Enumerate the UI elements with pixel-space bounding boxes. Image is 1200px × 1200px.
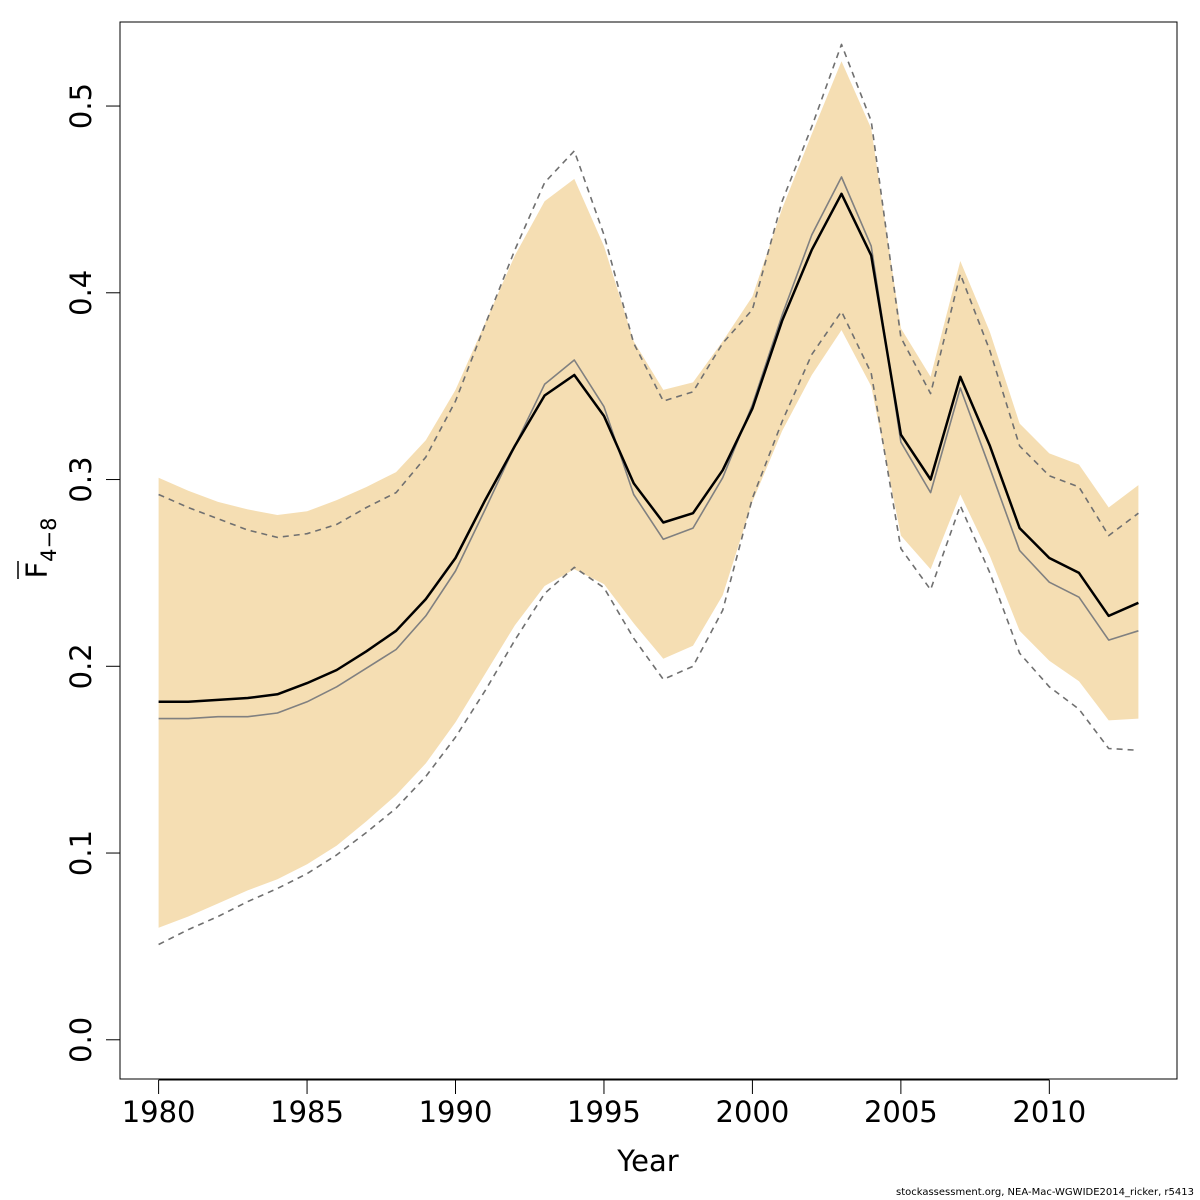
x-tick-label: 1995 — [567, 1095, 641, 1129]
y-tick-label: 0.1 — [64, 830, 98, 876]
y-axis: 0.0 0.1 0.2 0.3 0.4 0.5 — [64, 83, 121, 1063]
series-alt-estimate-line — [158, 176, 1139, 720]
x-tick-label: 2000 — [716, 1095, 790, 1129]
x-tick-label: 2005 — [864, 1095, 938, 1129]
y-tick-label: 0.0 — [64, 1017, 98, 1063]
x-axis-title: Year — [616, 1144, 678, 1178]
svg-text:F4−8: F4−8 — [20, 517, 61, 578]
x-tick-label: 2010 — [1012, 1095, 1086, 1129]
x-tick-label: 1990 — [419, 1095, 493, 1129]
footer-credit: stockassessment.org, NEA-Mac-WGWIDE2014_… — [895, 1187, 1194, 1198]
y-axis-title-main: F — [20, 562, 54, 579]
plot-area — [158, 43, 1139, 946]
y-axis-title-subscript: 4−8 — [37, 517, 61, 561]
y-tick-label: 0.4 — [64, 270, 98, 316]
y-tick-label: 0.3 — [64, 456, 98, 502]
x-axis: 1980 1985 1990 1995 2000 2005 2010 — [122, 1079, 1086, 1129]
y-tick-label: 0.2 — [64, 643, 98, 689]
x-tick-label: 1985 — [270, 1095, 344, 1129]
series-alt-lower-bound-line — [158, 310, 1139, 946]
y-tick-label: 0.5 — [64, 83, 98, 129]
series-alt-upper-bound-line — [158, 43, 1139, 539]
series-estimate-line — [158, 192, 1139, 704]
y-axis-title: F4−8 — [17, 517, 61, 579]
confidence-band — [158, 61, 1139, 928]
x-tick-label: 1980 — [122, 1095, 196, 1129]
